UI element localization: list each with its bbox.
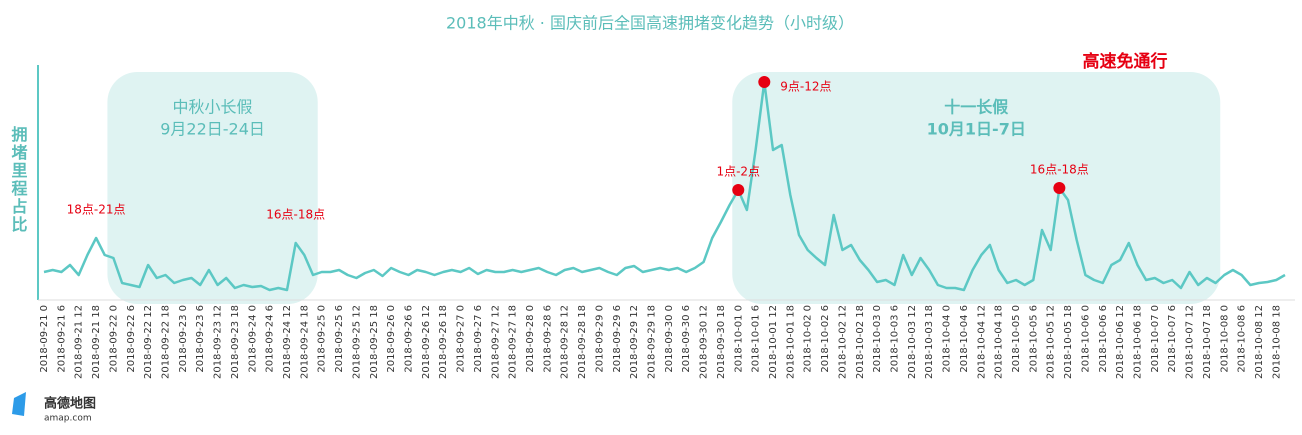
x-tick-label: 2018-09-21 18 bbox=[91, 305, 102, 379]
x-tick-label: 2018-09-27 6 bbox=[473, 305, 484, 373]
x-tick-label: 2018-10-03 12 bbox=[907, 305, 918, 379]
chart-title: 2018年中秋 · 国庆前后全国高速拥堵变化趋势（小时级） bbox=[446, 14, 854, 33]
x-tick-label: 2018-09-23 0 bbox=[178, 305, 189, 373]
x-tick-label: 2018-09-21 12 bbox=[74, 305, 85, 379]
x-tick-label: 2018-09-22 6 bbox=[126, 305, 137, 373]
holiday-box bbox=[732, 72, 1221, 304]
x-tick-label: 2018-10-08 6 bbox=[1237, 305, 1248, 373]
x-tick-label: 2018-10-02 12 bbox=[837, 305, 848, 379]
annotation: 16点-18点 bbox=[266, 208, 325, 222]
peak-marker bbox=[1053, 182, 1066, 194]
logo-name: 高德地图 bbox=[44, 396, 96, 412]
holiday-subtitle: 9月22日-24日 bbox=[160, 120, 265, 139]
x-tick-label: 2018-09-22 12 bbox=[143, 305, 154, 379]
x-tick-label: 2018-09-22 0 bbox=[108, 305, 119, 373]
x-tick-label: 2018-10-07 12 bbox=[1185, 305, 1196, 379]
x-tick-label: 2018-10-08 0 bbox=[1219, 305, 1230, 373]
x-tick-label: 2018-10-01 18 bbox=[785, 305, 796, 379]
x-tick-label: 2018-09-24 12 bbox=[282, 305, 293, 379]
x-tick-label: 2018-10-04 6 bbox=[959, 305, 970, 373]
x-tick-label: 2018-10-05 0 bbox=[1011, 305, 1022, 373]
x-tick-label: 2018-09-28 18 bbox=[577, 305, 588, 379]
line bbox=[43, 80, 1286, 292]
note: 高速免通行 bbox=[1083, 51, 1168, 72]
annotation: 9点-12点 bbox=[780, 80, 831, 94]
x-tick-label: 2018-10-04 18 bbox=[994, 305, 1005, 379]
x-tick-label: 2018-10-04 12 bbox=[976, 305, 987, 379]
x-tick-label: 2018-10-07 6 bbox=[1167, 305, 1178, 373]
x-tick-label: 2018-09-29 18 bbox=[646, 305, 657, 379]
x-tick-label: 2018-10-08 12 bbox=[1254, 305, 1265, 379]
x-tick-label: 2018-09-23 6 bbox=[195, 305, 206, 373]
x-tick-label: 2018-09-29 12 bbox=[629, 305, 640, 379]
holiday-title: 十一长假 bbox=[944, 98, 1009, 117]
x-tick-label: 2018-09-23 12 bbox=[213, 305, 224, 379]
x-tick-label: 2018-09-21 0 bbox=[39, 305, 50, 373]
x-tick-label: 2018-09-25 18 bbox=[369, 305, 380, 379]
x-tick-label: 2018-10-05 12 bbox=[1046, 305, 1057, 379]
logo: 高德地图 amap.com bbox=[12, 392, 96, 424]
x-tick-label: 2018-09-28 6 bbox=[542, 305, 553, 373]
y-axis-label: 拥堵里程占比 bbox=[9, 125, 28, 234]
x-tick-label: 2018-10-03 6 bbox=[889, 305, 900, 373]
x-tick-label: 2018-09-24 18 bbox=[299, 305, 310, 379]
x-tick-label: 2018-09-23 18 bbox=[230, 305, 241, 379]
logo-url: amap.com bbox=[44, 414, 92, 424]
x-tick-label: 2018-10-02 6 bbox=[820, 305, 831, 373]
x-tick-label: 2018-09-30 0 bbox=[664, 305, 675, 373]
x-tick-label: 2018-09-21 6 bbox=[56, 305, 67, 373]
x-tick-label: 2018-10-04 0 bbox=[942, 305, 953, 373]
x-tick-label: 2018-09-28 12 bbox=[560, 305, 571, 379]
x-tick-label: 2018-10-07 0 bbox=[1150, 305, 1161, 373]
x-tick-label: 2018-09-30 6 bbox=[681, 305, 692, 373]
x-tick-label: 2018-10-05 18 bbox=[1063, 305, 1074, 379]
x-tick-label: 2018-10-06 6 bbox=[1098, 305, 1109, 373]
annotation: 16点-18点 bbox=[1030, 163, 1089, 177]
x-tick-label: 2018-10-01 6 bbox=[751, 305, 762, 373]
x-tick-label: 2018-09-27 0 bbox=[456, 305, 467, 373]
x-tick-label: 2018-10-06 12 bbox=[1115, 305, 1126, 379]
x-tick-label: 2018-10-01 12 bbox=[768, 305, 779, 379]
x-tick-label: 2018-09-26 0 bbox=[386, 305, 397, 373]
x-tick-label: 2018-10-05 6 bbox=[1028, 305, 1039, 373]
x-tick-label: 2018-09-26 12 bbox=[421, 305, 432, 379]
x-tick-label: 2018-09-25 6 bbox=[334, 305, 345, 373]
x-tick-label: 2018-10-08 18 bbox=[1271, 305, 1282, 379]
x-tick-label: 2018-09-26 6 bbox=[403, 305, 414, 373]
holiday-subtitle: 10月1日-7日 bbox=[927, 120, 1026, 139]
x-tick-label: 2018-10-07 18 bbox=[1202, 305, 1213, 379]
peak-marker bbox=[732, 184, 745, 196]
annotation: 18点-21点 bbox=[67, 203, 126, 217]
x-tick-label: 2018-09-30 12 bbox=[699, 305, 710, 379]
peak-marker bbox=[758, 76, 771, 88]
logo-icon bbox=[12, 392, 26, 416]
annotation: 1点-2点 bbox=[716, 165, 760, 179]
x-tick-label: 2018-10-03 18 bbox=[924, 305, 935, 379]
x-tick-label: 2018-10-06 0 bbox=[1080, 305, 1091, 373]
holiday-title: 中秋小长假 bbox=[173, 98, 253, 117]
x-tick-label: 2018-09-29 0 bbox=[594, 305, 605, 373]
x-tick-label: 2018-10-03 0 bbox=[872, 305, 883, 373]
x-tick-label: 2018-10-01 0 bbox=[733, 305, 744, 373]
x-tick-label: 2018-09-24 0 bbox=[247, 305, 258, 373]
x-tick-label: 2018-09-25 0 bbox=[317, 305, 328, 373]
x-tick-label: 2018-10-02 0 bbox=[803, 305, 814, 373]
x-tick-label: 2018-09-25 12 bbox=[351, 305, 362, 379]
x-tick-label: 2018-09-30 18 bbox=[716, 305, 727, 379]
x-tick-label: 2018-09-29 6 bbox=[612, 305, 623, 373]
x-tick-label: 2018-10-02 18 bbox=[855, 305, 866, 379]
x-tick-label: 2018-09-28 0 bbox=[525, 305, 536, 373]
x-tick-label: 2018-09-27 12 bbox=[490, 305, 501, 379]
holiday-box bbox=[107, 72, 318, 304]
x-tick-label: 2018-10-06 18 bbox=[1132, 305, 1143, 379]
x-tick-label: 2018-09-26 18 bbox=[438, 305, 449, 379]
x-tick-label: 2018-09-27 18 bbox=[508, 305, 519, 379]
x-tick-label: 2018-09-24 6 bbox=[265, 305, 276, 373]
x-tick-label: 2018-09-22 18 bbox=[160, 305, 171, 379]
